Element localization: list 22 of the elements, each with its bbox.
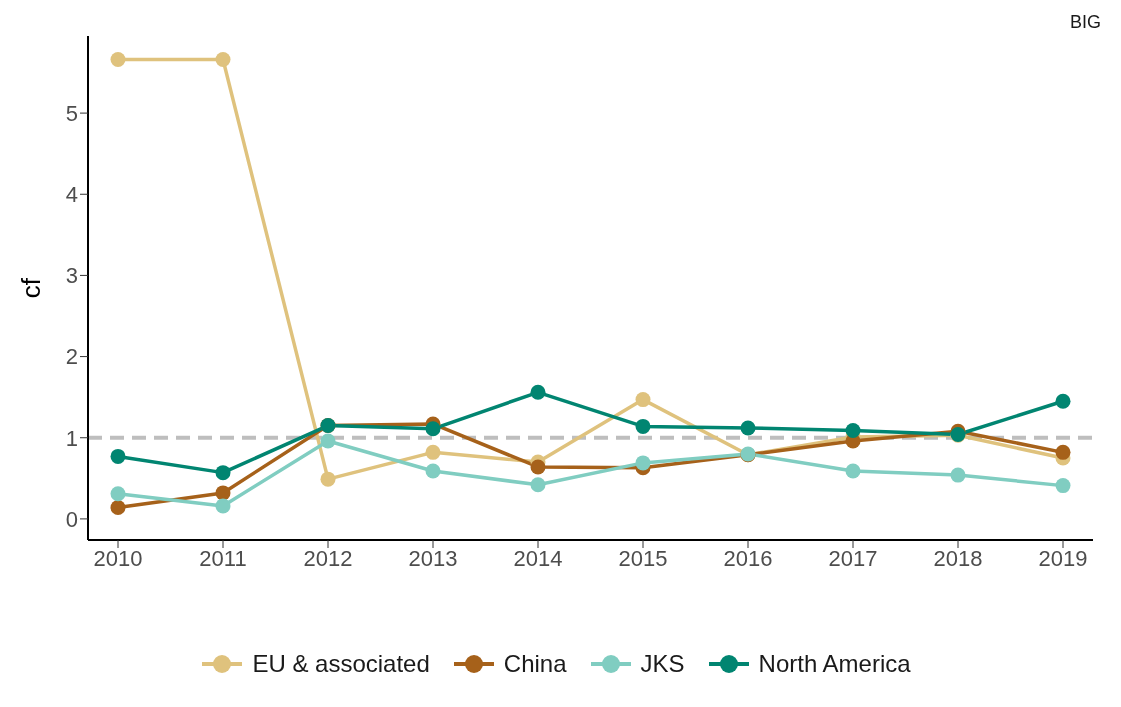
text: BIG [1069, 12, 1101, 33]
legend-label: JKS [640, 650, 685, 678]
y-axis-title: cf [16, 277, 47, 299]
y-tick-label: 2 [65, 344, 78, 370]
x-tick-label: 2011 [199, 545, 247, 571]
legend-label: North America [758, 650, 911, 678]
x-tick-label: 2010 [93, 545, 143, 571]
x-tick-label: 2013 [408, 545, 458, 571]
legend-label: EU & associated [252, 650, 430, 678]
y-tick-label: 4 [65, 182, 78, 208]
x-tick-label: 2018 [933, 545, 983, 571]
x-tick-label: 2014 [513, 545, 563, 571]
y-tick-label: 0 [65, 506, 78, 532]
x-tick-label: 2019 [1038, 545, 1088, 571]
y-tick-label: 5 [65, 100, 78, 126]
x-tick-label: 2017 [828, 545, 878, 571]
legend-label: China [503, 650, 567, 678]
x-tick-label: 2012 [303, 545, 353, 571]
x-tick-label: 2015 [618, 545, 668, 571]
y-tick-label: 1 [65, 425, 78, 451]
y-tick-label: 3 [65, 263, 78, 289]
x-tick-label: 2016 [723, 545, 773, 571]
